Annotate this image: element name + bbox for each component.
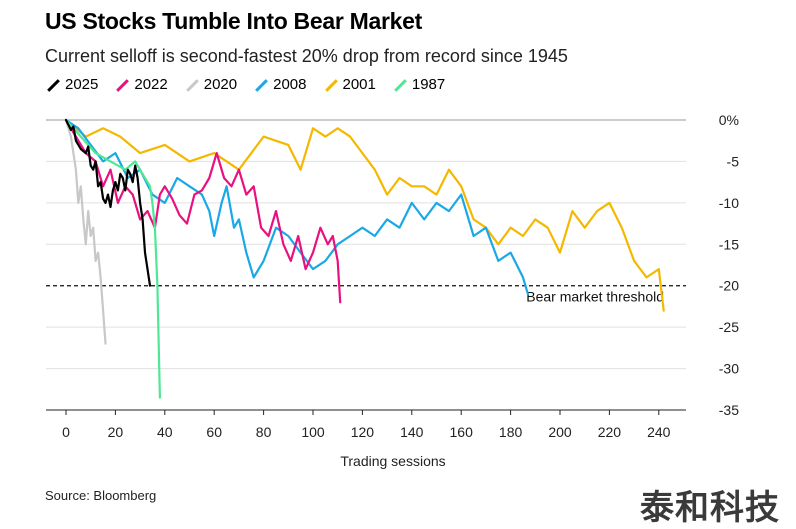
y-tick-label: -35 — [719, 402, 739, 418]
series-line-2001 — [64, 118, 665, 312]
series-line-2025 — [64, 118, 152, 287]
y-axis: 0% -5 -10 -15 -20 -25 -30 -35 — [719, 112, 739, 418]
x-tick-label: 100 — [301, 424, 325, 440]
legend-item-1987: 1987 — [392, 76, 445, 93]
x-tick-label: 240 — [647, 424, 671, 440]
legend-item-2022: 2022 — [114, 76, 167, 93]
y-tick-label: 0% — [719, 112, 739, 128]
y-tick-label: -30 — [719, 361, 739, 377]
series-line-2008 — [64, 118, 530, 296]
legend-item-2001: 2001 — [323, 76, 376, 93]
legend-label: 2025 — [65, 76, 99, 93]
x-tick-label: 120 — [351, 424, 375, 440]
legend-label: 2020 — [203, 76, 238, 93]
legend-item-2025: 2025 — [45, 76, 98, 93]
x-tick-label: 20 — [108, 424, 124, 440]
x-tick-label: 140 — [400, 424, 424, 440]
chart-subtitle: Current selloff is second-fastest 20% dr… — [45, 46, 568, 66]
threshold-group: Bear market threshold — [46, 285, 686, 305]
legend-label: 1987 — [411, 76, 446, 93]
x-tick-label: 180 — [499, 424, 523, 440]
threshold-label: Bear market threshold — [526, 289, 664, 305]
y-tick-label: -10 — [719, 195, 739, 211]
x-tick-label: 0 — [62, 424, 70, 440]
legend-label: 2008 — [273, 76, 307, 93]
series-line-1987 — [64, 118, 161, 399]
x-axis-label: Trading sessions — [340, 453, 445, 469]
source-note: Source: Bloomberg — [45, 488, 157, 503]
legend-label: 2022 — [134, 76, 168, 93]
series-line-2022 — [64, 118, 342, 304]
legend: 2025 2022 2020 2008 2001 1987 — [45, 76, 445, 93]
gridlines — [46, 119, 686, 411]
x-tick-label: 200 — [548, 424, 572, 440]
y-tick-label: -20 — [719, 278, 739, 294]
series-line-2020 — [64, 118, 107, 345]
legend-item-2008: 2008 — [253, 76, 306, 93]
y-tick-label: -15 — [719, 236, 739, 252]
y-tick-label: -5 — [727, 153, 740, 169]
series-lines — [64, 118, 665, 399]
legend-item-2020: 2020 — [184, 76, 237, 93]
x-tick-label: 220 — [598, 424, 622, 440]
x-axis: 0 20 40 60 80 100 120 140 160 180 200 220 240 Trading… — [62, 410, 671, 469]
y-tick-label: -25 — [719, 319, 739, 335]
watermark: 泰和科技 — [640, 489, 780, 527]
chart-title: US Stocks Tumble Into Bear Market — [45, 8, 422, 34]
x-tick-label: 40 — [157, 424, 173, 440]
x-tick-label: 60 — [206, 424, 222, 440]
x-tick-label: 160 — [450, 424, 474, 440]
x-tick-label: 80 — [256, 424, 272, 440]
legend-label: 2001 — [342, 76, 376, 93]
